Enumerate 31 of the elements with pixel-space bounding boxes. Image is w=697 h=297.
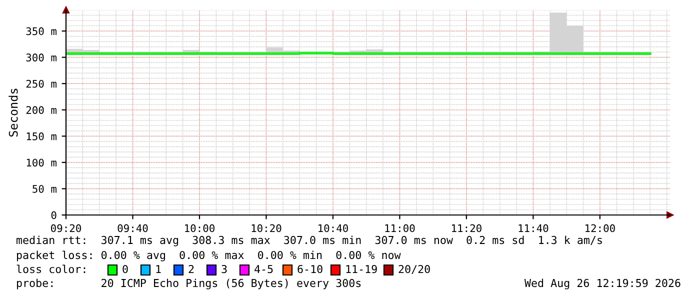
x-tick-label: 10:00 bbox=[185, 224, 214, 232]
y-axis-title: Seconds bbox=[8, 88, 18, 137]
y-tick-label: 0 bbox=[51, 211, 56, 220]
text: 3 bbox=[222, 264, 227, 274]
text: 1 bbox=[156, 265, 161, 274]
text: loss color: bbox=[16, 264, 86, 274]
x-tick-label: 09:40 bbox=[118, 224, 148, 232]
y-tick-label: 250 m bbox=[26, 80, 56, 88]
y-tick-label: 150 m bbox=[26, 132, 56, 140]
text: probe: 20 ICMP Echo Pings (56 Bytes) every 300s bbox=[17, 278, 361, 290]
text: 2 bbox=[188, 264, 194, 274]
y-tick-label: 350 m bbox=[26, 27, 56, 36]
text: 11-19 bbox=[346, 264, 377, 274]
x-tick-label: 12:00 bbox=[585, 224, 615, 232]
text: 0 bbox=[122, 264, 128, 274]
x-tick-label: 11:40 bbox=[518, 224, 548, 232]
x-tick-label: 10:40 bbox=[318, 224, 348, 232]
y-tick-label: 100 m bbox=[26, 158, 56, 167]
y-tick-label: 200 m bbox=[26, 106, 56, 114]
y-tick-label: 50 m bbox=[32, 184, 56, 193]
x-tick-label: 10:20 bbox=[252, 224, 282, 232]
x-tick-label: 11:20 bbox=[452, 224, 482, 232]
x-tick-label: 09:20 bbox=[51, 224, 82, 232]
text: 20/20 bbox=[398, 264, 430, 274]
text: Wed Aug 26 12:19:59 2026 bbox=[524, 278, 680, 290]
y-tick-label: 300 m bbox=[26, 54, 56, 62]
text: 6-10 bbox=[298, 264, 322, 274]
text: 4-5 bbox=[254, 265, 273, 274]
text: packet loss: 0.00 % avg 0.00 % max 0.00 % min 0.00 % now bbox=[17, 250, 401, 262]
x-tick-label: 11:00 bbox=[385, 224, 415, 232]
text: median rtt: 307.1 ms avg 308.3 ms max 307.0 ms min 307.0 ms now 0.2 ms sd 1.3 k am/s bbox=[16, 236, 602, 246]
